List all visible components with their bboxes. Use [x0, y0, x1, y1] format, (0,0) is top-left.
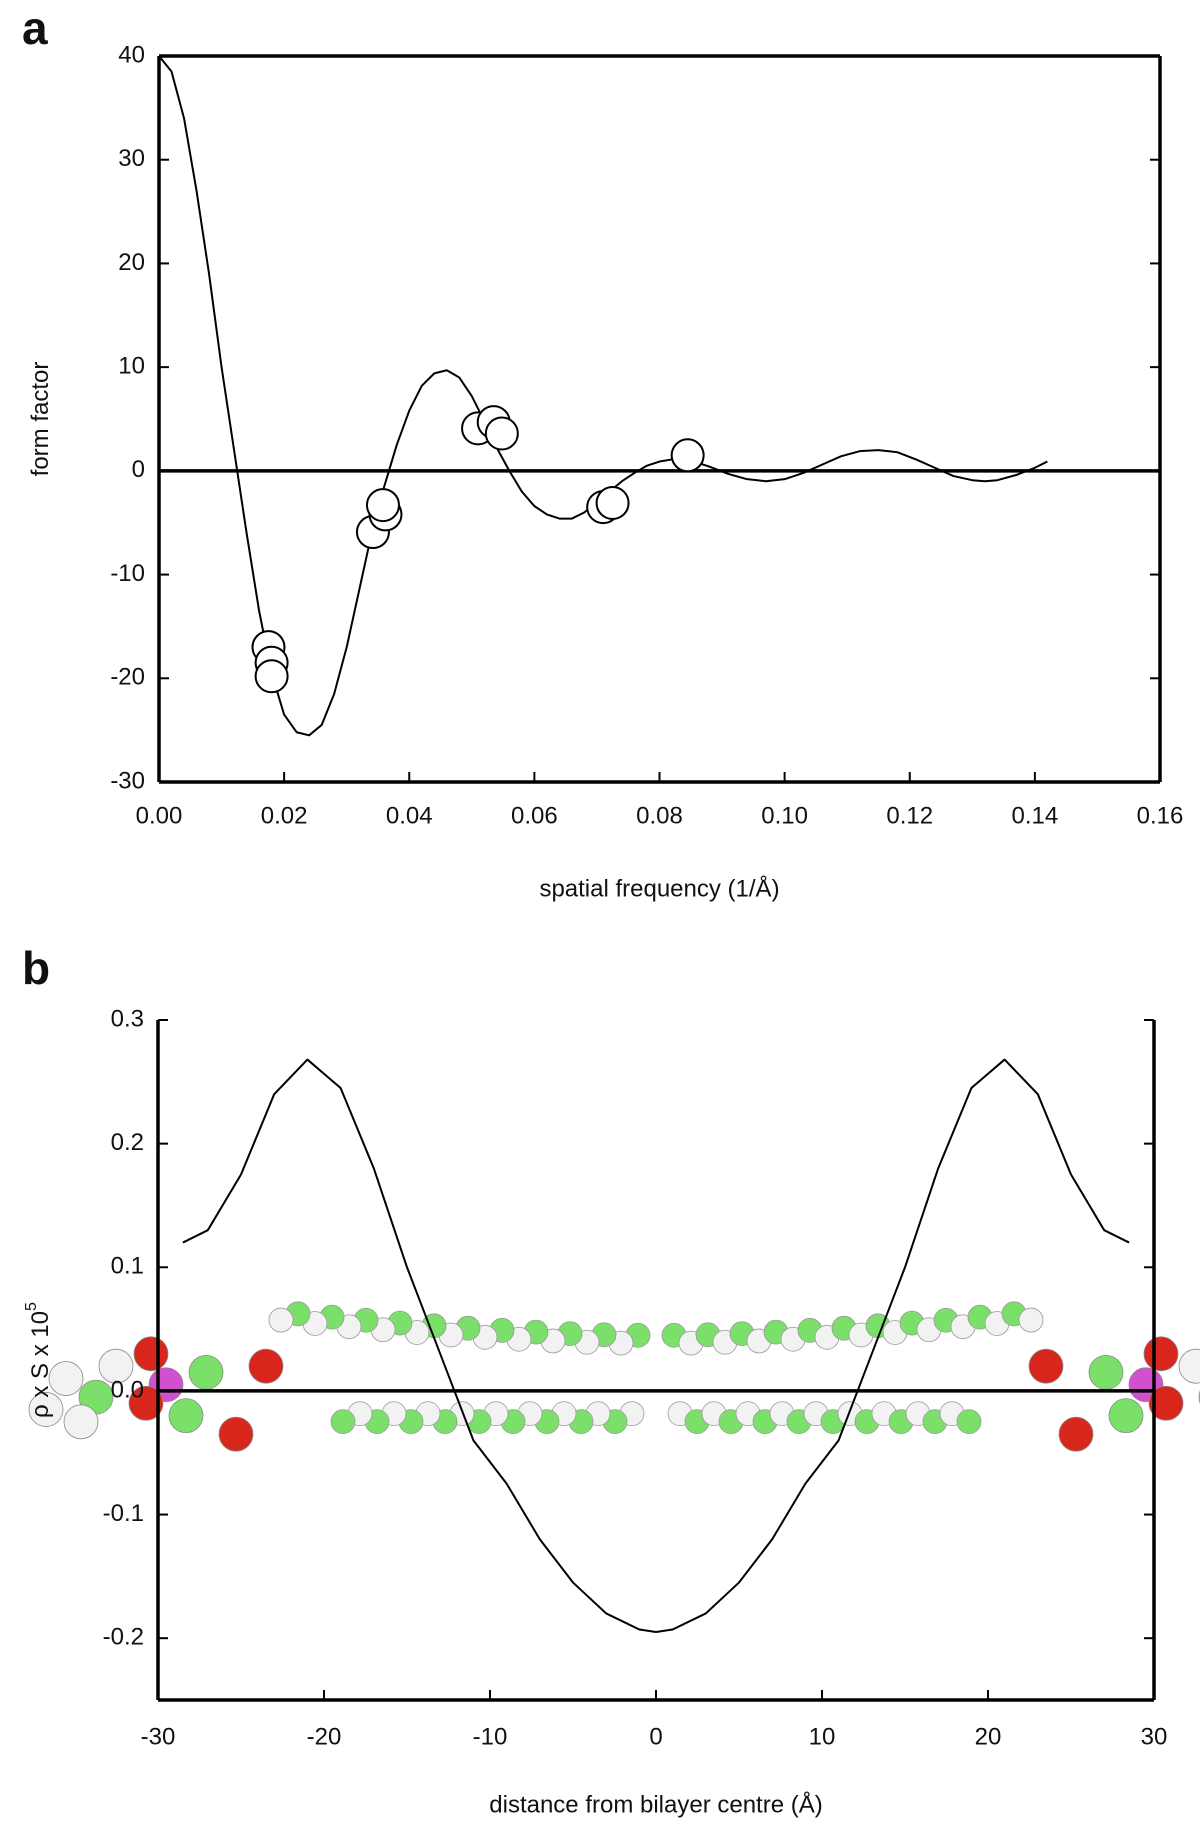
- panel-label: b: [22, 942, 50, 994]
- y-tick-label: -30: [110, 767, 145, 794]
- molecule-atom: [1058, 1416, 1094, 1452]
- y-tick-label: 30: [118, 145, 145, 172]
- data-point: [595, 486, 630, 521]
- y-axis-label-text: form factor: [27, 362, 54, 477]
- molecule-atom: [1088, 1354, 1124, 1390]
- x-tick-label: 0.00: [136, 802, 183, 829]
- y-tick-label: -20: [110, 664, 145, 691]
- x-tick-label: 0.12: [886, 802, 933, 829]
- curve: [182, 1058, 1130, 1633]
- x-tick-label: 0.08: [636, 802, 683, 829]
- y-axis-label: form factor: [27, 362, 54, 477]
- molecule-atom: [248, 1348, 284, 1384]
- molecule-atom: [1028, 1348, 1064, 1384]
- x-axis-label: spatial frequency (1/Å): [539, 874, 779, 902]
- molecule-atom: [1143, 1336, 1179, 1372]
- y-tick-label: 0.2: [111, 1129, 144, 1156]
- molecule-atom: [133, 1336, 169, 1372]
- x-tick-label: 0.06: [511, 802, 558, 829]
- y-axis-label: ρ x S x 105: [23, 1302, 54, 1418]
- data-point: [365, 488, 400, 523]
- x-tick-label: 20: [975, 1723, 1002, 1750]
- molecule-atom: [218, 1416, 254, 1452]
- x-tick-label: 0.16: [1137, 802, 1184, 829]
- y-tick-label: 10: [118, 352, 145, 379]
- y-tick-label: -10: [110, 560, 145, 587]
- x-tick-label: -20: [307, 1723, 342, 1750]
- y-tick-label: 20: [118, 249, 145, 276]
- data-point: [670, 438, 705, 473]
- panel-label: a: [22, 2, 48, 54]
- data-point: [254, 659, 289, 694]
- y-tick-label: 0.0: [111, 1376, 144, 1403]
- molecule-atom: [98, 1348, 134, 1384]
- molecule-illustration: [28, 1301, 1200, 1452]
- molecule-atom: [63, 1404, 99, 1440]
- molecule-atom: [28, 1392, 64, 1427]
- x-tick-label: -30: [141, 1723, 176, 1750]
- curve: [158, 55, 1048, 737]
- molecule-atom: [128, 1385, 164, 1421]
- molecule-atom: [1178, 1348, 1200, 1384]
- molecule-atom: [956, 1409, 982, 1435]
- x-tick-label: 0.02: [261, 802, 308, 829]
- x-tick-label: 0: [649, 1723, 662, 1750]
- x-tick-label: -10: [473, 1723, 508, 1750]
- y-axis-label-exponent: 5: [23, 1302, 40, 1311]
- y-tick-label: 0.1: [111, 1253, 144, 1280]
- charts: a0.00 0.02 0.04 0.06 0.08 0.10 0.12 0.14 0.16403…: [22, 2, 1183, 1818]
- y-tick-label: 40: [118, 41, 145, 68]
- y-tick-label: -0.2: [103, 1624, 144, 1651]
- molecule-atom: [1018, 1307, 1044, 1333]
- molecule-atom: [188, 1354, 224, 1390]
- x-tick-label: 0.04: [386, 802, 433, 829]
- x-tick-label: 10: [809, 1723, 836, 1750]
- y-tick-label: -0.1: [103, 1500, 144, 1527]
- x-axis-label: distance from bilayer centre (Å): [489, 1790, 822, 1818]
- y-tick-label: 0.3: [111, 1005, 144, 1032]
- molecule-atom: [268, 1307, 294, 1333]
- y-axis-label-text: ρ x S x 10: [27, 1311, 54, 1418]
- x-tick-label: 0.10: [761, 802, 808, 829]
- y-tick-label: 0: [132, 456, 145, 483]
- molecule-atom: [48, 1361, 84, 1396]
- molecule-atom: [330, 1409, 356, 1435]
- data-point: [484, 416, 519, 451]
- molecule-atom: [168, 1398, 204, 1434]
- x-tick-label: 30: [1141, 1723, 1168, 1750]
- molecule-atom: [1108, 1398, 1144, 1434]
- x-tick-label: 0.14: [1012, 802, 1059, 829]
- molecule-atom: [1148, 1385, 1184, 1421]
